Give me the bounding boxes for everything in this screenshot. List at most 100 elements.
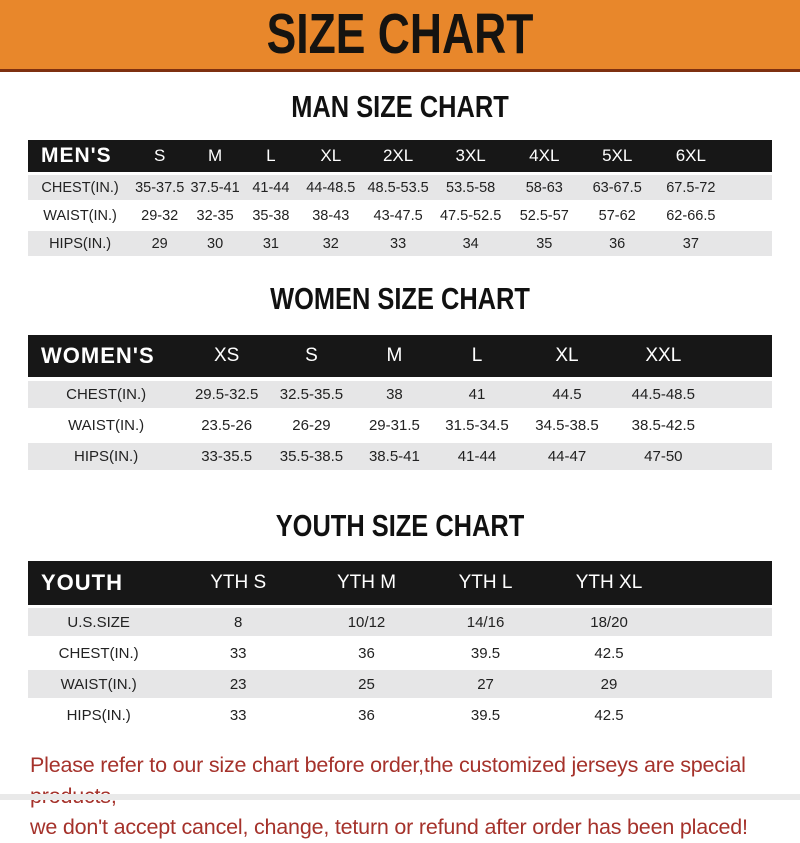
men-cell: 38-43	[298, 203, 363, 228]
men-cell: 35-37.5	[132, 175, 188, 200]
youth-row-pad	[673, 701, 772, 729]
youth-row-label: CHEST(IN.)	[28, 639, 170, 667]
women-cell: 34.5-38.5	[519, 412, 615, 439]
men-cell: 67.5-72	[653, 175, 729, 200]
women-cell: 44-47	[519, 443, 615, 470]
men-cell: 57-62	[580, 203, 654, 228]
youth-row-label: WAIST(IN.)	[28, 670, 170, 698]
men-cell: 33	[362, 231, 434, 256]
men-cell: 32-35	[187, 203, 243, 228]
women-row-pad	[711, 443, 772, 470]
youth-table-row: U.S.SIZE 8 10/12 14/16 18/20	[28, 608, 772, 636]
youth-header-row: YOUTH YTH S YTH M YTH L YTH XL	[28, 561, 772, 605]
men-row-pad	[728, 203, 772, 228]
bottom-strip	[0, 794, 800, 800]
men-cell: 41-44	[243, 175, 299, 200]
men-size-table: MEN'S S M L XL 2XL 3XL 4XL 5XL 6XL CHEST(IN.) 35-37…	[28, 137, 772, 259]
youth-cell: 36	[306, 701, 427, 729]
men-col-header-8: 5XL	[580, 140, 654, 172]
women-cell: 41	[434, 381, 520, 408]
women-cell: 33-35.5	[184, 443, 270, 470]
youth-cell: 25	[306, 670, 427, 698]
men-cell: 53.5-58	[433, 175, 508, 200]
notice-line-2: we don't accept cancel, change, teturn o…	[30, 815, 748, 839]
youth-row-label: HIPS(IN.)	[28, 701, 170, 729]
men-col-header-6: 3XL	[433, 140, 508, 172]
men-section-heading: MAN SIZE CHART	[291, 89, 509, 124]
youth-row-pad	[673, 608, 772, 636]
men-cell: 34	[433, 231, 508, 256]
women-cell: 47-50	[614, 443, 712, 470]
youth-col-header-4: YTH XL	[545, 561, 673, 605]
youth-row-pad	[673, 639, 772, 667]
page-title: SIZE CHART	[266, 2, 534, 66]
youth-cell: 8	[169, 608, 307, 636]
men-cell: 43-47.5	[362, 203, 434, 228]
youth-cell: 42.5	[545, 639, 673, 667]
women-header-row: WOMEN'S XS S M L XL XXL	[28, 335, 772, 377]
youth-size-table: YOUTH YTH S YTH M YTH L YTH XL U.S.SIZE 8 10/12…	[28, 558, 772, 732]
men-cell: 35	[507, 231, 581, 256]
women-row-label: WAIST(IN.)	[28, 412, 185, 439]
men-cell: 37	[653, 231, 729, 256]
women-row-pad	[711, 381, 772, 408]
women-cell: 26-29	[269, 412, 354, 439]
men-table-row: CHEST(IN.) 35-37.5 37.5-41 41-44 44-48.5 48.5…	[28, 175, 772, 200]
men-cell: 52.5-57	[507, 203, 581, 228]
men-table-row: HIPS(IN.) 29 30 31 32 33 34 35 36 37	[28, 231, 772, 256]
women-row-label: CHEST(IN.)	[28, 381, 185, 408]
notice-line-1: Please refer to our size chart before or…	[30, 753, 746, 808]
men-header-row: MEN'S S M L XL 2XL 3XL 4XL 5XL 6XL	[28, 140, 772, 172]
women-corner-label: WOMEN'S	[28, 335, 185, 377]
men-corner-label: MEN'S	[28, 140, 133, 172]
women-cell: 41-44	[434, 443, 520, 470]
men-cell: 29	[132, 231, 188, 256]
women-col-header-4: L	[434, 335, 520, 377]
youth-section-heading: YOUTH SIZE CHART	[275, 508, 525, 543]
size-chart-sections: MAN SIZE CHART MEN'S S M L XL 2XL 3XL 4XL 5XL 6XL C…	[0, 91, 800, 732]
women-table-row: HIPS(IN.) 33-35.5 35.5-38.5 38.5-41 41-44 44-…	[28, 443, 772, 470]
women-table-row: CHEST(IN.) 29.5-32.5 32.5-35.5 38 41 44.5 44.5…	[28, 381, 772, 408]
men-col-header-2: M	[187, 140, 243, 172]
women-size-chart-section: WOMEN SIZE CHART WOMEN'S XS S M L XL XXL CHEST(I…	[0, 283, 800, 474]
youth-col-header-3: YTH L	[426, 561, 546, 605]
men-cell: 48.5-53.5	[362, 175, 434, 200]
men-row-pad	[728, 175, 772, 200]
women-cell: 44.5	[519, 381, 615, 408]
women-cell: 38.5-41	[353, 443, 435, 470]
men-cell: 44-48.5	[298, 175, 363, 200]
men-cell: 37.5-41	[187, 175, 243, 200]
women-cell: 44.5-48.5	[614, 381, 712, 408]
youth-cell: 29	[545, 670, 673, 698]
men-cell: 62-66.5	[653, 203, 729, 228]
men-cell: 58-63	[507, 175, 581, 200]
youth-cell: 23	[169, 670, 307, 698]
youth-row-label: U.S.SIZE	[28, 608, 170, 636]
women-cell: 29-31.5	[353, 412, 435, 439]
women-row-label: HIPS(IN.)	[28, 443, 185, 470]
youth-corner-label: YOUTH	[28, 561, 170, 605]
banner: SIZE CHART	[0, 0, 800, 72]
men-col-header-1: S	[132, 140, 188, 172]
youth-cell: 36	[306, 639, 427, 667]
men-row-pad	[728, 231, 772, 256]
youth-col-header-1: YTH S	[169, 561, 307, 605]
women-table-row: WAIST(IN.) 23.5-26 26-29 29-31.5 31.5-34.5 34…	[28, 412, 772, 439]
youth-table-row: WAIST(IN.) 23 25 27 29	[28, 670, 772, 698]
youth-cell: 14/16	[426, 608, 546, 636]
youth-cell: 10/12	[306, 608, 427, 636]
women-col-header-3: M	[353, 335, 435, 377]
women-header-pad	[711, 335, 772, 377]
men-cell: 32	[298, 231, 363, 256]
youth-cell: 39.5	[426, 639, 546, 667]
men-cell: 31	[243, 231, 299, 256]
men-row-label: HIPS(IN.)	[28, 231, 133, 256]
youth-cell: 27	[426, 670, 546, 698]
women-cell: 32.5-35.5	[269, 381, 354, 408]
men-cell: 47.5-52.5	[433, 203, 508, 228]
women-cell: 35.5-38.5	[269, 443, 354, 470]
men-size-chart-section: MAN SIZE CHART MEN'S S M L XL 2XL 3XL 4XL 5XL 6XL C…	[0, 91, 800, 259]
men-col-header-4: XL	[298, 140, 363, 172]
men-table-row: WAIST(IN.) 29-32 32-35 35-38 38-43 43-47.5 47.…	[28, 203, 772, 228]
